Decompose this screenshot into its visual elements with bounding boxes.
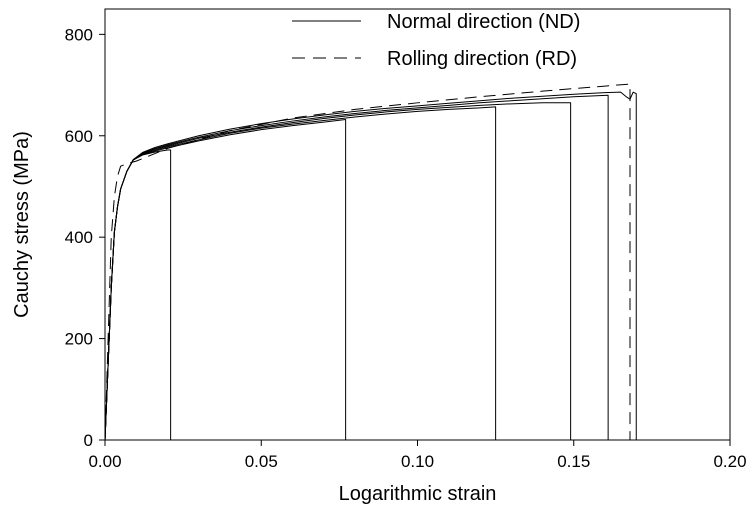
nd-curve-1 (105, 120, 346, 440)
rd-curve-6 (105, 84, 630, 440)
x-axis-title: Logarithmic strain (339, 483, 497, 505)
legend-label-nd: Normal direction (ND) (387, 11, 580, 33)
y-tick-label: 400 (65, 228, 93, 247)
x-axis-ticks: 0.00 0.05 0.10 0.15 0.20 (88, 440, 746, 471)
y-tick-label: 600 (65, 127, 93, 146)
y-axis-title: Cauchy stress (MPa) (11, 131, 33, 318)
x-tick-label: 0.20 (713, 452, 746, 471)
x-tick-label: 0.10 (401, 452, 434, 471)
y-axis-ticks: 0 200 400 600 800 (65, 25, 105, 450)
legend-label-rd: Rolling direction (RD) (387, 48, 577, 70)
x-tick-label: 0.15 (557, 452, 590, 471)
x-tick-label: 0.05 (245, 452, 278, 471)
x-tick-label: 0.00 (88, 452, 121, 471)
series-group (105, 84, 636, 440)
y-tick-label: 200 (65, 330, 93, 349)
y-tick-label: 0 (84, 431, 93, 450)
y-tick-label: 800 (65, 25, 93, 44)
nd-curve-2 (105, 107, 496, 440)
nd-curve-0 (105, 150, 171, 440)
nd-curve-3 (105, 103, 571, 440)
legend: Normal direction (ND) Rolling direction … (292, 11, 580, 70)
nd-curve-4 (105, 95, 608, 440)
